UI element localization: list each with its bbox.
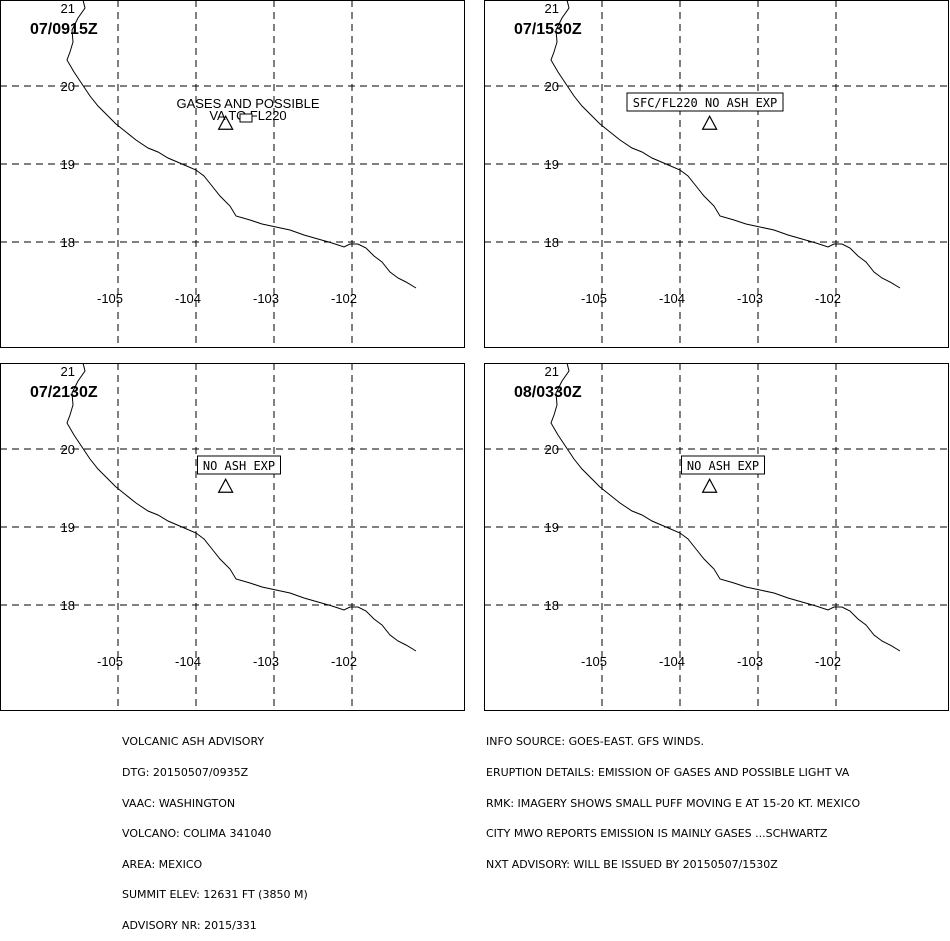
ash-note-box — [197, 455, 281, 475]
advisory-line: VOLCANIC ASH ADVISORY — [122, 735, 265, 749]
map-panel-svg: -105 -104 -103 -102 21 20 19 18 07/0915Z GASES AN… — [0, 0, 465, 348]
advisory-line: VAAC: WASHINGTON — [122, 796, 236, 810]
map-panel-svg: -105 -104 -103 -102 21 20 19 18 07/1530Z SFC/FL22… — [484, 0, 949, 348]
coastline — [66, 0, 417, 289]
advisory-text-left: VOLCANIC ASH ADVISORY DTG: 20150507/0935… — [122, 717, 308, 941]
coastline — [550, 0, 901, 289]
map-panel-4: -105 -104 -103 -102 21 20 19 18 08/0330Z NO ASH E… — [484, 362, 949, 711]
latitude-label: 20 — [545, 79, 559, 94]
latitude-label: 18 — [61, 598, 75, 613]
map-frame — [0, 363, 465, 711]
latitude-label: 20 — [545, 442, 559, 457]
latitude-label: 19 — [545, 157, 559, 172]
advisory-line: DTG: 20150507/0935Z — [122, 766, 249, 779]
map-panel-svg: -105 -104 -103 -102 21 20 19 18 07/2130Z NO ASH E… — [0, 362, 465, 711]
latitude-label: 18 — [61, 235, 75, 250]
longitude-label: -104 — [659, 291, 685, 306]
map-panel-2: -105 -104 -103 -102 21 20 19 18 07/1530Z SFC/FL22… — [484, 0, 949, 348]
forecast-time-label: 07/2130Z — [30, 384, 98, 401]
forecast-time-label: 08/0330Z — [514, 384, 582, 401]
volcano-icon — [217, 477, 234, 493]
latitude-label: 21 — [61, 364, 75, 379]
longitude-label: -102 — [331, 654, 357, 669]
latitude-label: 21 — [545, 364, 559, 379]
map-panel-1: -105 -104 -103 -102 21 20 19 18 07/0915Z GASES AN… — [0, 0, 465, 348]
advisory-line: VOLCANO: COLIMA 341040 — [122, 827, 272, 841]
ash-note-text: NO ASH EXP — [687, 459, 759, 473]
advisory-line: AREA: MEXICO — [122, 857, 203, 871]
longitude-label: -104 — [659, 654, 685, 669]
volcano-icon — [701, 114, 718, 130]
longitude-label: -105 — [97, 291, 123, 306]
longitude-label: -104 — [175, 654, 201, 669]
forecast-time-label: 07/0915Z — [30, 21, 98, 38]
latitude-label: 21 — [545, 1, 559, 16]
ash-note-box — [681, 455, 765, 475]
latitude-label: 19 — [61, 157, 75, 172]
advisory-line: RMK: IMAGERY SHOWS SMALL PUFF MOVING E A… — [486, 796, 861, 810]
latitude-label: 18 — [545, 235, 559, 250]
longitude-label: -105 — [97, 654, 123, 669]
advisory-line: ERUPTION DETAILS: EMISSION OF GASES AND … — [486, 766, 850, 779]
map-frame — [484, 363, 949, 711]
map-frame — [0, 0, 465, 348]
advisory-line: ADVISORY NR: 2015/331 — [122, 918, 257, 932]
latitude-label: 21 — [61, 1, 75, 16]
longitude-label: -102 — [815, 654, 841, 669]
advisory-line: NXT ADVISORY: WILL BE ISSUED BY 20150507… — [486, 857, 778, 871]
map-panel-3: -105 -104 -103 -102 21 20 19 18 07/2130Z NO ASH E… — [0, 362, 465, 711]
latitude-label: 20 — [61, 442, 75, 457]
latitude-label: 19 — [61, 520, 75, 535]
longitude-label: -104 — [175, 291, 201, 306]
advisory-text-right: INFO SOURCE: GOES-EAST. GFS WINDS. ERUPT… — [486, 717, 860, 880]
ash-note-text: GASES AND POSSIBLE — [176, 96, 319, 111]
ash-area-box — [239, 113, 253, 123]
latitude-label: 18 — [545, 598, 559, 613]
longitude-label: -103 — [737, 654, 763, 669]
coastline — [66, 362, 417, 652]
advisory-line: INFO SOURCE: GOES-EAST. GFS WINDS. — [486, 735, 704, 749]
ash-note-text: NO ASH EXP — [203, 459, 275, 473]
longitude-label: -103 — [737, 291, 763, 306]
longitude-label: -105 — [581, 654, 607, 669]
advisory-line: CITY MWO REPORTS EMISSION IS MAINLY GASE… — [486, 827, 828, 841]
coastline — [550, 362, 901, 652]
ash-note-text: SFC/FL220 NO ASH EXP — [633, 96, 778, 110]
longitude-label: -102 — [331, 291, 357, 306]
volcano-icon — [217, 114, 234, 130]
volcano-icon — [701, 477, 718, 493]
longitude-label: -103 — [253, 291, 279, 306]
latitude-label: 20 — [61, 79, 75, 94]
map-frame — [484, 0, 949, 348]
longitude-label: -102 — [815, 291, 841, 306]
map-panel-svg: -105 -104 -103 -102 21 20 19 18 08/0330Z NO ASH E… — [484, 362, 949, 711]
forecast-time-label: 07/1530Z — [514, 21, 582, 38]
ash-note-box — [626, 92, 784, 112]
longitude-label: -105 — [581, 291, 607, 306]
longitude-label: -103 — [253, 654, 279, 669]
advisory-line: SUMMIT ELEV: 12631 FT (3850 M) — [122, 888, 308, 902]
latitude-label: 19 — [545, 520, 559, 535]
